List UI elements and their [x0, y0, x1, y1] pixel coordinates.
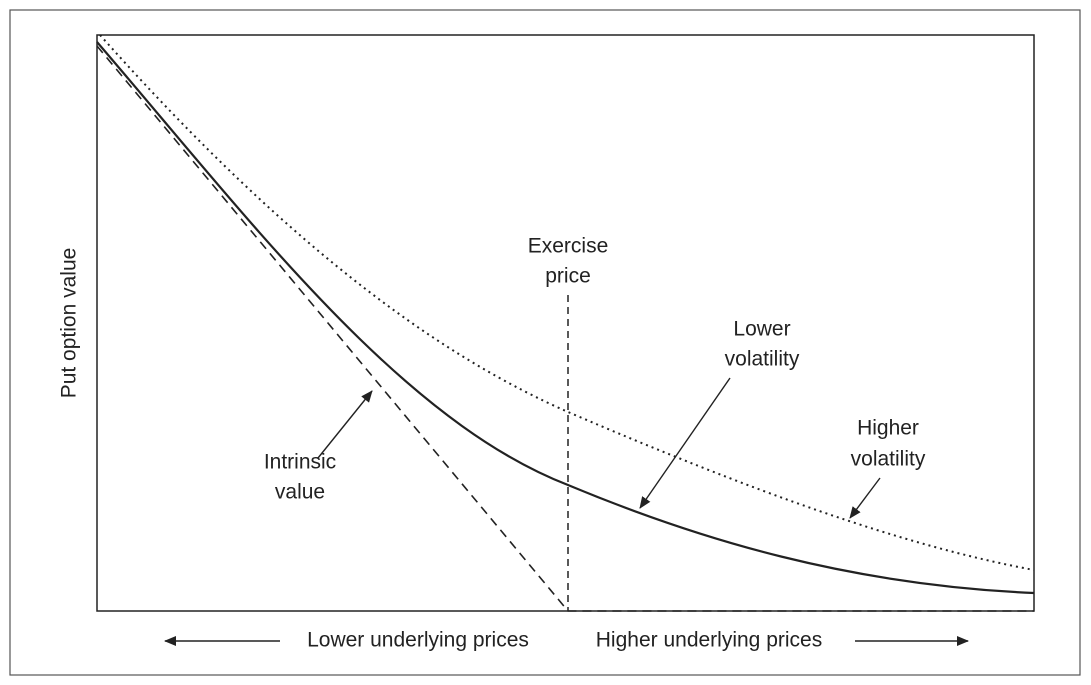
y-axis-label: Put option value — [58, 248, 81, 399]
annotation: volatility — [725, 348, 800, 371]
higher-volatility-curve — [99, 34, 1035, 571]
annotation: value — [275, 481, 325, 504]
plot-frame — [96, 34, 1035, 612]
lower-volatility-arrow — [639, 377, 731, 509]
x-axis-left-label: Lower underlying prices — [307, 629, 529, 652]
annotation: Intrinsic — [264, 451, 336, 474]
intrinsic-arrow — [317, 390, 373, 459]
x-axis-right-label: Higher underlying prices — [596, 629, 822, 652]
outer-frame — [9, 9, 1081, 676]
annotation: Exercise — [528, 235, 609, 258]
lower-volatility-curve — [96, 41, 1035, 595]
annotation: volatility — [851, 448, 926, 471]
annotation: Higher — [857, 417, 919, 440]
annotation: Lower — [733, 318, 790, 341]
intrinsic-value-line — [96, 45, 1034, 612]
higher-volatility-arrow — [849, 477, 881, 519]
annotation: price — [545, 265, 591, 288]
